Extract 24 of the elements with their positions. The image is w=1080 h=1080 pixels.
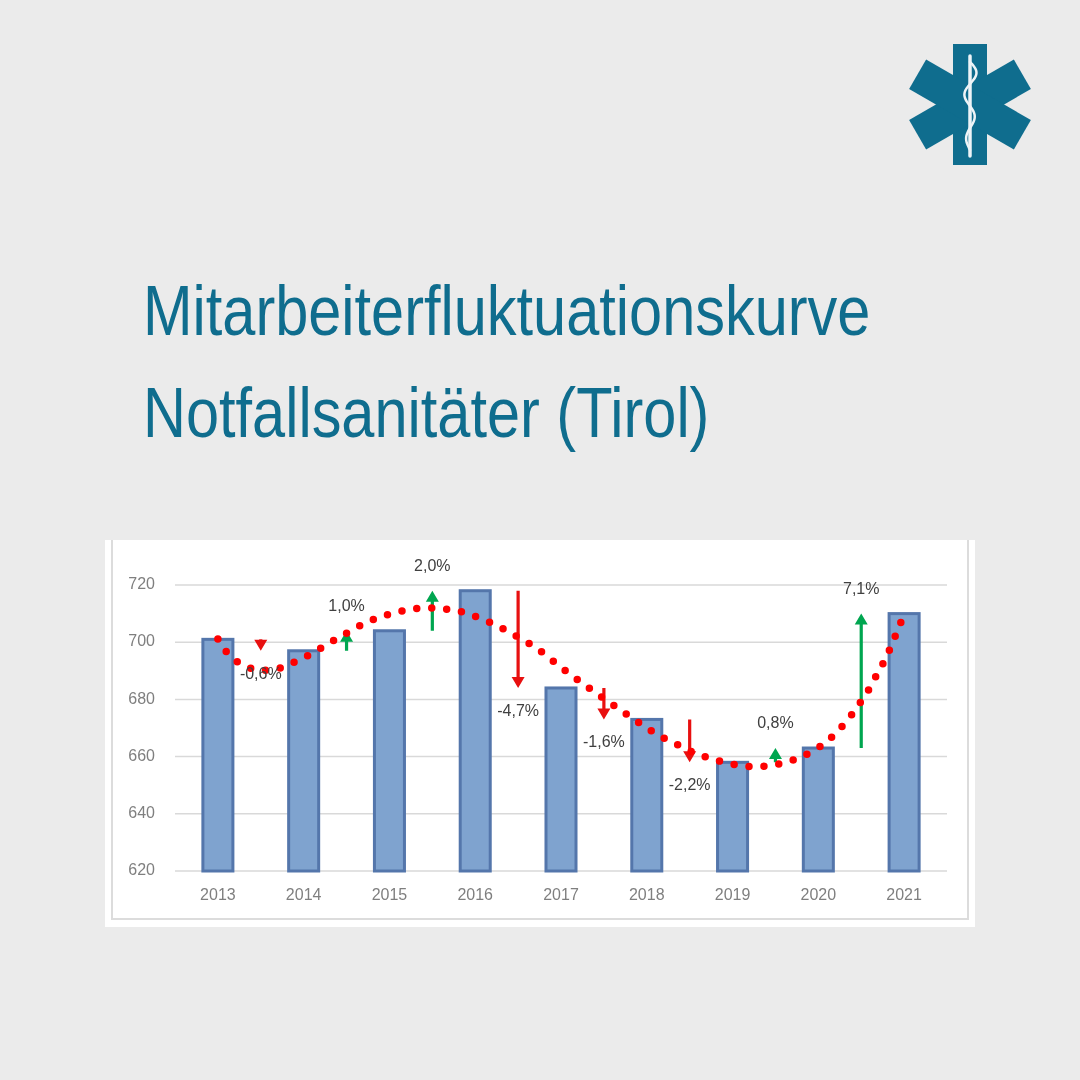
y-tick-label: 620 bbox=[128, 861, 156, 879]
text: 2,0% bbox=[414, 556, 451, 574]
x-tick-label: 2018 bbox=[628, 886, 665, 904]
x-tick-label: 2021 bbox=[886, 886, 923, 904]
x-tick-label: 2015 bbox=[371, 886, 408, 904]
annotation: 7,1% bbox=[842, 579, 880, 597]
x-tick-label: 2019 bbox=[714, 886, 751, 904]
chart-title: Mitarbeiterfluktuationskurve Notfallsanitäter (Tirol) bbox=[143, 271, 871, 453]
annotation: -2,2% bbox=[668, 776, 711, 794]
annotation: 0,8% bbox=[757, 714, 794, 732]
x-tick-label: 2013 bbox=[200, 886, 236, 904]
annotation: 1,0% bbox=[328, 596, 365, 614]
y-tick-label: 680 bbox=[128, 689, 156, 707]
x-tick-label: 2020 bbox=[800, 886, 837, 904]
y-tick-label: 720 bbox=[128, 575, 156, 593]
y-tick-label: 660 bbox=[128, 746, 156, 764]
x-tick-label: 2016 bbox=[457, 886, 494, 904]
annotation: -1,6% bbox=[582, 733, 625, 751]
y-tick-label: 700 bbox=[128, 632, 156, 650]
x-tick-label: 2017 bbox=[543, 886, 579, 904]
annotation: -0,6% bbox=[239, 665, 282, 683]
annotation: -4,7% bbox=[497, 702, 540, 720]
x-tick-label: 2014 bbox=[285, 886, 322, 904]
y-tick-label: 640 bbox=[128, 804, 156, 822]
